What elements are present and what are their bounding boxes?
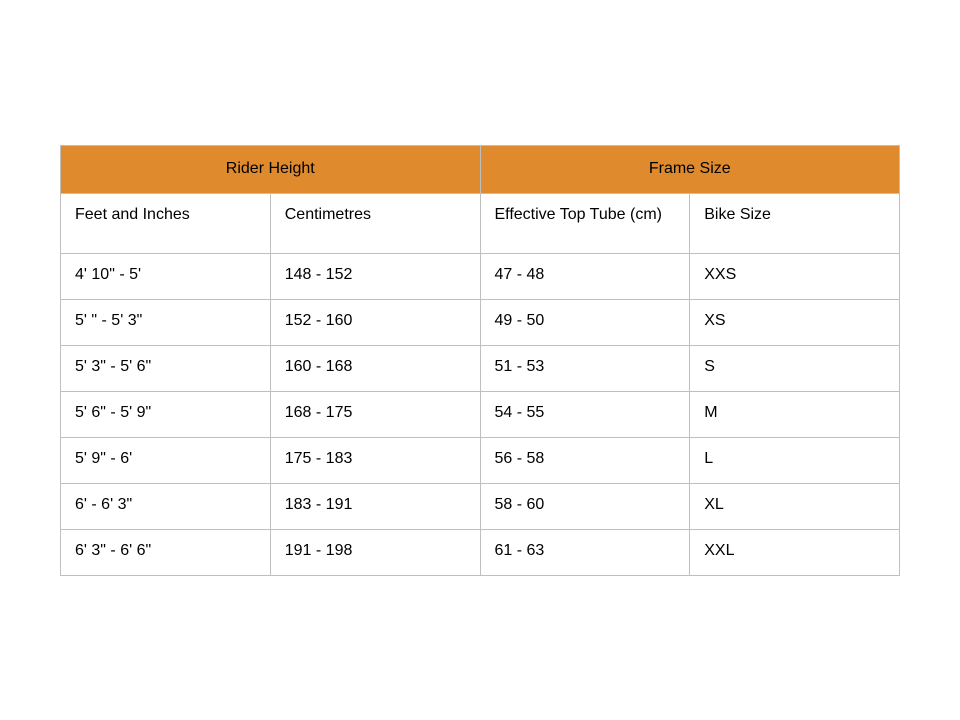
table-row: 4' 10" - 5' 148 - 152 47 - 48 XXS — [61, 253, 900, 299]
table-row: 6' 3" - 6' 6" 191 - 198 61 - 63 XXL — [61, 529, 900, 575]
cell-cm: 148 - 152 — [270, 253, 480, 299]
cell-tube: 51 - 53 — [480, 345, 690, 391]
size-table: Rider Height Frame Size Feet and Inches … — [60, 145, 900, 576]
cell-size: M — [690, 391, 900, 437]
subheader-bike-size: Bike Size — [690, 193, 900, 253]
cell-tube: 61 - 63 — [480, 529, 690, 575]
cell-size: XXL — [690, 529, 900, 575]
cell-feet: 6' 3" - 6' 6" — [61, 529, 271, 575]
cell-cm: 183 - 191 — [270, 483, 480, 529]
cell-feet: 5' 9" - 6' — [61, 437, 271, 483]
table-row: 5' 6" - 5' 9" 168 - 175 54 - 55 M — [61, 391, 900, 437]
table-row: 5' 9" - 6' 175 - 183 56 - 58 L — [61, 437, 900, 483]
cell-tube: 47 - 48 — [480, 253, 690, 299]
size-table-container: Rider Height Frame Size Feet and Inches … — [60, 145, 900, 576]
cell-tube: 49 - 50 — [480, 299, 690, 345]
cell-cm: 175 - 183 — [270, 437, 480, 483]
table-row: 5' " - 5' 3" 152 - 160 49 - 50 XS — [61, 299, 900, 345]
table-top-header-row: Rider Height Frame Size — [61, 145, 900, 193]
cell-feet: 5' " - 5' 3" — [61, 299, 271, 345]
cell-feet: 5' 6" - 5' 9" — [61, 391, 271, 437]
table-row: 5' 3" - 5' 6" 160 - 168 51 - 53 S — [61, 345, 900, 391]
cell-size: S — [690, 345, 900, 391]
table-sub-header-row: Feet and Inches Centimetres Effective To… — [61, 193, 900, 253]
cell-feet: 6' - 6' 3" — [61, 483, 271, 529]
cell-size: XL — [690, 483, 900, 529]
cell-feet: 4' 10" - 5' — [61, 253, 271, 299]
cell-size: XXS — [690, 253, 900, 299]
cell-size: L — [690, 437, 900, 483]
cell-cm: 160 - 168 — [270, 345, 480, 391]
cell-size: XS — [690, 299, 900, 345]
header-rider-height: Rider Height — [61, 145, 481, 193]
cell-tube: 56 - 58 — [480, 437, 690, 483]
subheader-centimetres: Centimetres — [270, 193, 480, 253]
cell-cm: 191 - 198 — [270, 529, 480, 575]
subheader-feet-inches: Feet and Inches — [61, 193, 271, 253]
header-frame-size: Frame Size — [480, 145, 900, 193]
subheader-top-tube: Effective Top Tube (cm) — [480, 193, 690, 253]
table-row: 6' - 6' 3" 183 - 191 58 - 60 XL — [61, 483, 900, 529]
cell-feet: 5' 3" - 5' 6" — [61, 345, 271, 391]
cell-cm: 152 - 160 — [270, 299, 480, 345]
cell-cm: 168 - 175 — [270, 391, 480, 437]
cell-tube: 54 - 55 — [480, 391, 690, 437]
cell-tube: 58 - 60 — [480, 483, 690, 529]
